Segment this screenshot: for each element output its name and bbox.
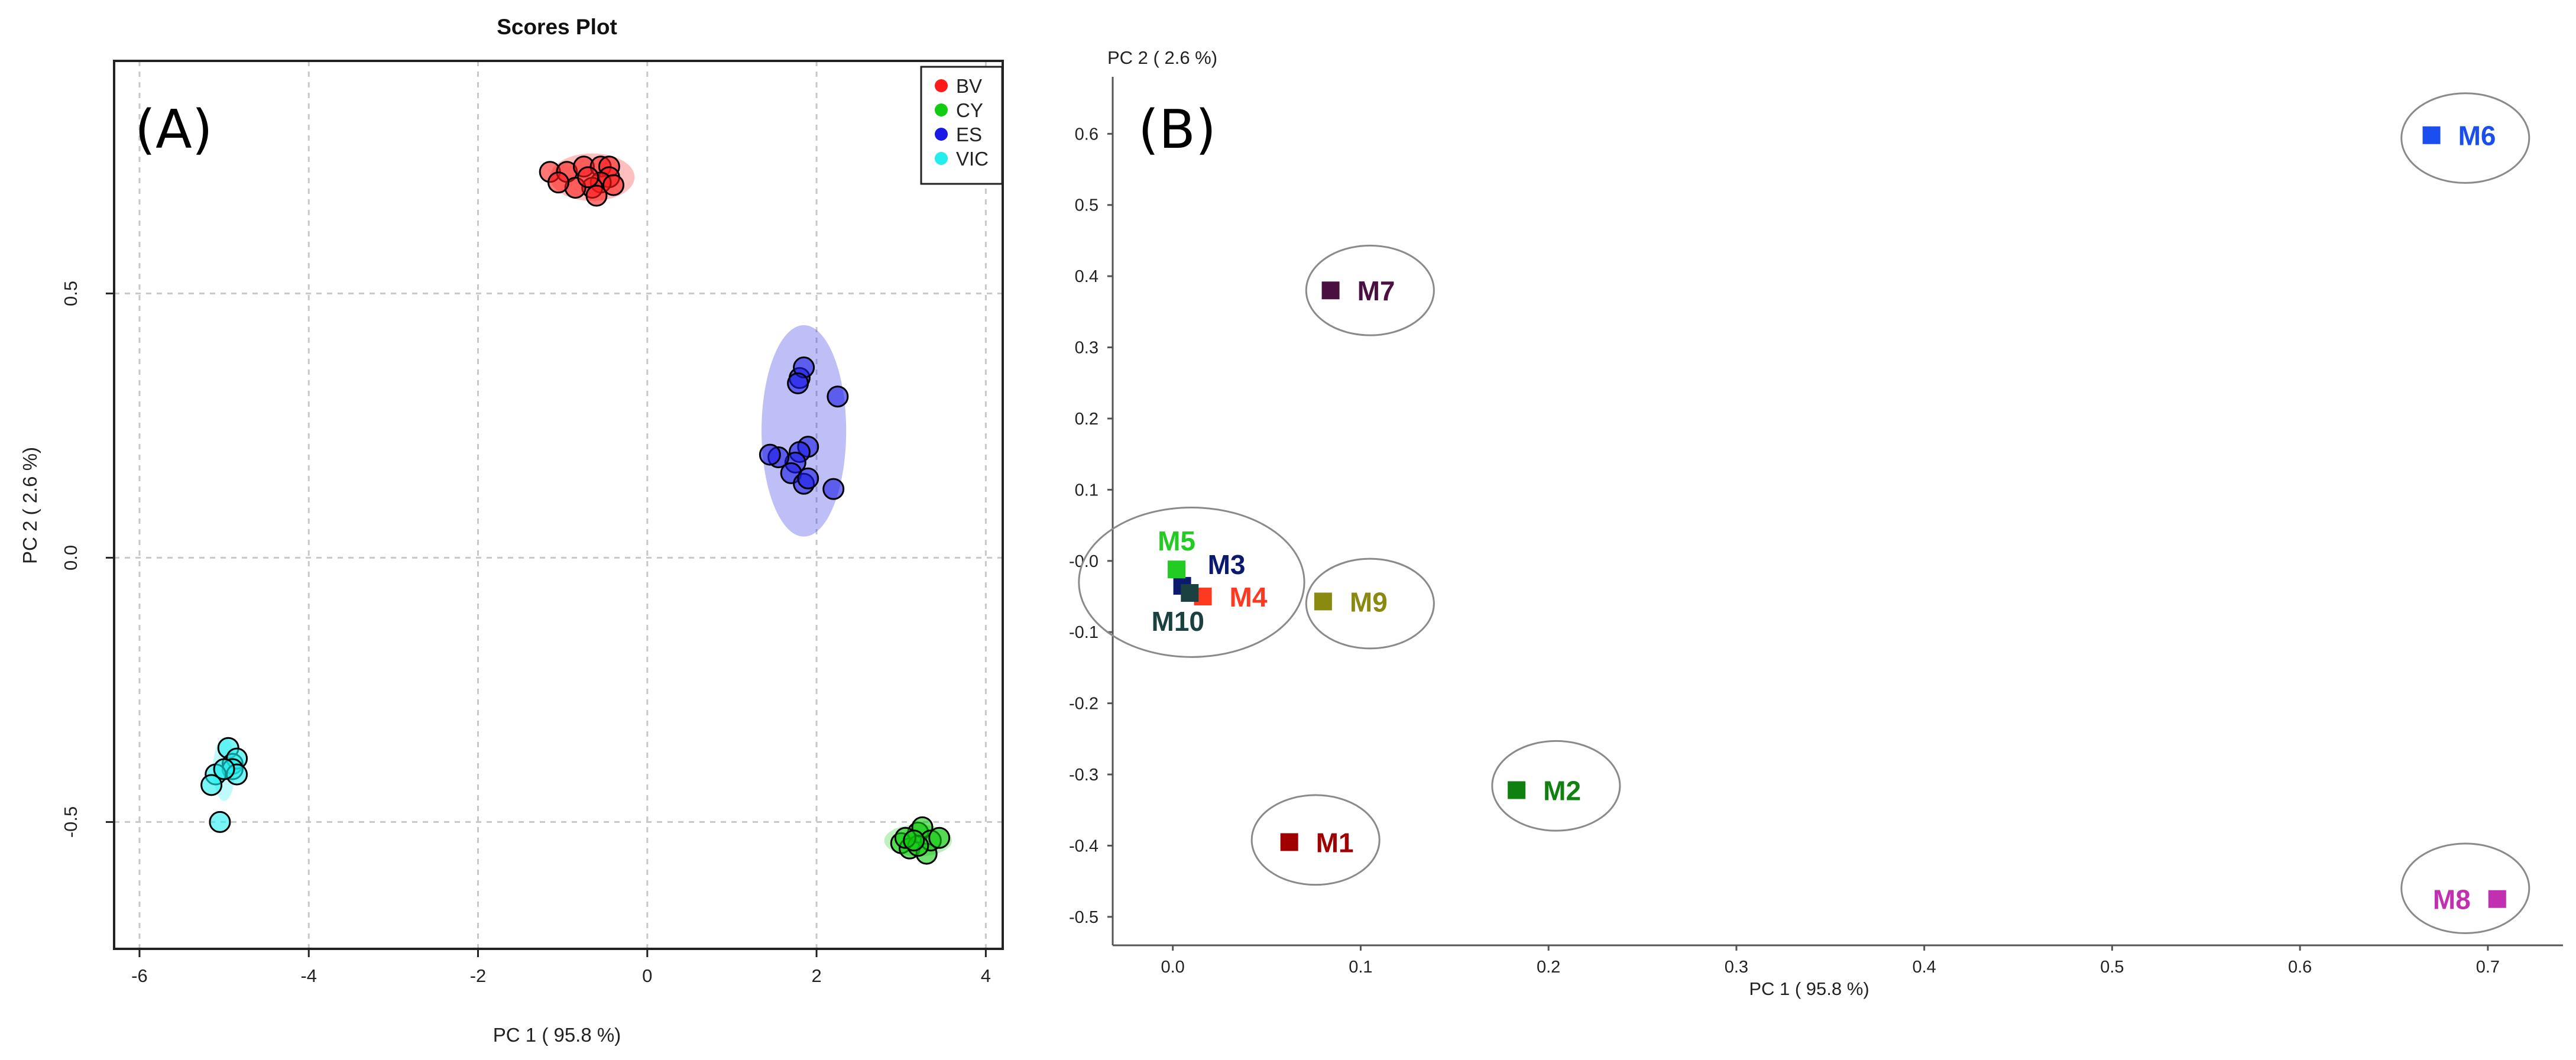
point-bv [547, 171, 569, 194]
point-es [787, 372, 809, 394]
panel-b-tag: (B) [1138, 99, 1216, 161]
point-bv [577, 166, 600, 189]
x-tick-label: 0.0 [1161, 958, 1185, 977]
point-cy [928, 826, 951, 849]
marker-m9 [1314, 592, 1332, 611]
point-vic [209, 811, 231, 833]
marker-m7 [1321, 281, 1340, 300]
cluster-circle [1078, 506, 1305, 658]
point-vic [200, 774, 223, 796]
x-tick-label: -6 [131, 965, 148, 986]
x-tick-label: -2 [470, 965, 487, 986]
y-tick-label: -0.5 [60, 806, 81, 838]
legend-label-bv: BV [956, 75, 982, 97]
y-tick-label: 0.5 [1075, 196, 1099, 215]
marker-m2 [1508, 781, 1526, 799]
y-tick-label: -0.5 [1069, 908, 1099, 927]
cluster-circle [2400, 842, 2530, 935]
x-tick-label: 0.6 [2288, 958, 2312, 977]
panel-a-x-ticks: -6 -4 -2 0 2 4 [131, 949, 991, 986]
legend-marker-es [935, 128, 948, 141]
cluster-circle [1250, 794, 1381, 886]
point-label-m8: M8 [2433, 884, 2471, 915]
point-label-m5: M5 [1158, 526, 1195, 556]
point-bv [602, 174, 625, 196]
x-tick-label: -4 [300, 965, 317, 986]
panel-a-tag: (A) [135, 99, 213, 161]
y-tick-label: 0.1 [1075, 481, 1099, 500]
legend-label-cy: CY [956, 99, 983, 121]
x-tick-label: 2 [811, 965, 821, 986]
point-label-m7: M7 [1357, 275, 1395, 306]
y-tick-label: 0.3 [1075, 339, 1099, 358]
y-tick-label: -0.4 [1069, 837, 1099, 855]
cluster-circle [1491, 740, 1621, 832]
panel-b: PC 2 ( 2.6 %) 0.0 0.1 0.2 0.3 0.4 0.5 0.6 0.7 0… [1069, 47, 2563, 999]
marker-m10 [1181, 584, 1199, 602]
x-tick-label: 0.3 [1725, 958, 1748, 977]
cluster-circle [1305, 557, 1435, 650]
x-tick-label: 0.4 [1912, 958, 1936, 977]
panel-b-cluster-circles [1078, 92, 2530, 935]
panel-a-y-ticks: -0.5 0.0 0.5 [60, 281, 114, 838]
cluster-circle [2400, 92, 2530, 184]
panel-b-x-axis-label: PC 1 ( 95.8 %) [1749, 978, 1869, 999]
point-bv [585, 184, 608, 207]
marker-m6 [2422, 126, 2441, 144]
y-tick-label: 0.0 [60, 545, 81, 570]
x-tick-label: 0.1 [1349, 958, 1372, 977]
point-label-m2: M2 [1543, 776, 1581, 806]
point-label-m4: M4 [1230, 582, 1268, 612]
panel-a-points [200, 155, 951, 865]
marker-m5 [1168, 560, 1186, 579]
panel-b-y-axis-label: PC 2 ( 2.6 %) [1107, 47, 1217, 68]
y-tick-label: -0.2 [1069, 695, 1099, 714]
point-vic [213, 758, 235, 780]
point-es [827, 385, 849, 408]
marker-m1 [1280, 833, 1298, 851]
point-label-m3: M3 [1208, 549, 1246, 580]
legend-marker-vic [935, 152, 948, 165]
x-tick-label: 0.2 [1537, 958, 1560, 977]
y-tick-label: 0.4 [1075, 267, 1099, 286]
panel-b-x-ticks: 0.0 0.1 0.2 0.3 0.4 0.5 0.6 0.7 [1161, 945, 2500, 977]
panel-a-x-axis-label: PC 1 ( 95.8 %) [493, 1024, 621, 1046]
y-tick-label: 0.6 [1075, 125, 1099, 144]
point-es [822, 478, 845, 500]
panel-a: Scores Plot -6 -4 -2 0 2 4 -0.5 0.0 0.5 PC 1 ( … [19, 15, 1004, 1046]
legend-box [920, 66, 1003, 185]
panel-a-ellipses [213, 153, 952, 857]
legend-marker-cy [935, 103, 948, 116]
panel-a-plot-frame [113, 60, 1004, 950]
point-label-m1: M1 [1316, 827, 1354, 858]
point-es [759, 443, 781, 466]
panel-a-grid [114, 61, 1003, 949]
legend-label-vic: VIC [956, 148, 989, 170]
x-tick-label: 0.5 [2100, 958, 2124, 977]
y-tick-label: 0.2 [1075, 410, 1099, 429]
x-tick-label: 0.7 [2476, 958, 2500, 977]
point-cy [903, 829, 925, 852]
y-tick-label: 0.5 [60, 281, 81, 306]
point-label-m10: M10 [1152, 606, 1204, 637]
point-label-m9: M9 [1350, 586, 1388, 617]
marker-m8 [2488, 890, 2506, 908]
x-tick-label: 4 [981, 965, 991, 986]
cluster-circle [1305, 244, 1435, 336]
y-tick-label: -0.1 [1069, 623, 1099, 642]
legend-marker-bv [935, 79, 948, 92]
point-label-m6: M6 [2458, 121, 2496, 151]
legend-label-es: ES [956, 124, 982, 145]
x-tick-label: 0 [642, 965, 652, 986]
panel-b-y-ticks: 0.60.50.40.30.20.1-0.0-0.1-0.2-0.3-0.4-0… [1069, 125, 1113, 927]
panel-a-y-axis-label: PC 2 ( 2.6 %) [19, 447, 41, 564]
y-tick-label: -0.3 [1069, 766, 1099, 785]
point-es [797, 467, 819, 490]
panel-a-title: Scores Plot [497, 15, 617, 39]
